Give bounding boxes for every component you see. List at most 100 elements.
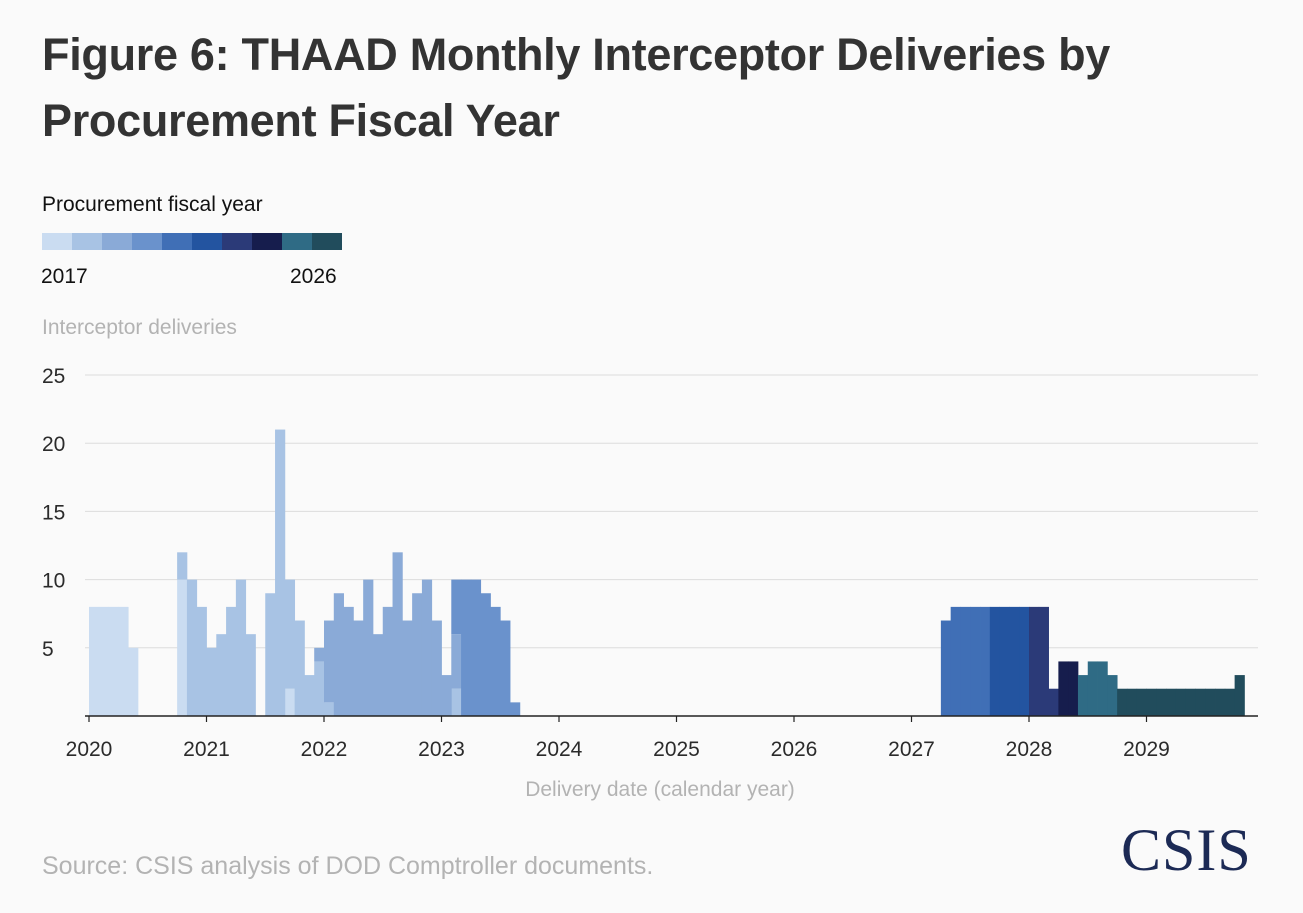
bar-fy2018 bbox=[275, 429, 286, 716]
x-tick-label: 2027 bbox=[888, 738, 935, 761]
bar-fy2019 bbox=[324, 620, 335, 703]
bar-fy2026 bbox=[1234, 675, 1245, 716]
bar-fy2021 bbox=[960, 606, 971, 716]
x-axis-label: Delivery date (calendar year) bbox=[525, 778, 795, 801]
legend-swatch-1 bbox=[42, 233, 72, 250]
x-tick-label: 2024 bbox=[536, 738, 583, 761]
bar-fy2026 bbox=[1146, 688, 1157, 716]
y-tick-label: 20 bbox=[42, 433, 65, 456]
x-tick-label: 2025 bbox=[653, 738, 700, 761]
bar-fy2017 bbox=[284, 688, 296, 716]
bar-fy2019 bbox=[363, 579, 374, 716]
bar-fy2021 bbox=[980, 606, 991, 716]
bar-fy2018 bbox=[216, 634, 227, 716]
bar-fy2024 bbox=[1068, 661, 1079, 716]
bar-fy2020 bbox=[480, 593, 491, 716]
bar-fy2026 bbox=[1205, 688, 1216, 716]
bar-fy2026 bbox=[1224, 688, 1236, 716]
legend-max-label: 2026 bbox=[290, 265, 337, 288]
bar-fy2019 bbox=[412, 593, 423, 716]
legend-swatch-5 bbox=[162, 233, 192, 250]
bar-fy2018 bbox=[324, 702, 335, 716]
bar-fy2026 bbox=[1215, 688, 1226, 716]
bar-fy2019 bbox=[421, 579, 433, 716]
bar-fy2018 bbox=[206, 647, 217, 716]
y-tick-label: 10 bbox=[42, 570, 65, 593]
bar-fy2026 bbox=[1166, 688, 1177, 716]
bar-fy2020 bbox=[490, 606, 501, 716]
bar-fy2025 bbox=[1097, 661, 1108, 716]
bar-fy2021 bbox=[950, 606, 961, 716]
legend-swatch-4 bbox=[132, 233, 162, 250]
bar-fy2019 bbox=[343, 606, 354, 716]
x-tick-label: 2022 bbox=[301, 738, 348, 761]
bar-fy2023 bbox=[1029, 606, 1040, 716]
bar-fy2023 bbox=[1048, 688, 1059, 716]
bar-fy2019 bbox=[382, 606, 393, 716]
legend-swatch-6 bbox=[192, 233, 222, 250]
chart-title: Figure 6: THAAD Monthly Interceptor Deli… bbox=[42, 29, 1110, 146]
bar-fy2018 bbox=[294, 620, 305, 716]
bar-fy2020 bbox=[461, 579, 472, 716]
bar-fy2019 bbox=[372, 634, 384, 716]
bar-fy2019 bbox=[392, 552, 403, 716]
bar-fy2020 bbox=[470, 579, 482, 716]
bar-fy2024 bbox=[1058, 661, 1069, 716]
bar-fy2019 bbox=[314, 647, 325, 662]
x-tick-label: 2021 bbox=[183, 738, 230, 761]
bar-fy2025 bbox=[1077, 675, 1089, 716]
bar-fy2020 bbox=[510, 702, 521, 716]
legend-min-label: 2017 bbox=[41, 265, 88, 288]
bar-fy2017 bbox=[89, 606, 100, 716]
x-tick-label: 2029 bbox=[1123, 738, 1170, 761]
legend-swatch-9 bbox=[282, 233, 312, 250]
x-tick-label: 2023 bbox=[418, 738, 465, 761]
bar-fy2020 bbox=[451, 579, 462, 635]
csis-logo: CSIS bbox=[1121, 817, 1252, 883]
bar-fy2018 bbox=[186, 579, 198, 716]
bar-fy2018 bbox=[265, 593, 276, 716]
legend-swatch-7 bbox=[222, 233, 252, 250]
bar-fy2018 bbox=[314, 661, 325, 716]
bar-fy2018 bbox=[177, 552, 188, 580]
bar-fy2026 bbox=[1126, 688, 1138, 716]
bar-fy2018 bbox=[226, 606, 237, 716]
bar-fy2018 bbox=[304, 675, 315, 716]
x-tick-label: 2028 bbox=[1006, 738, 1053, 761]
bar-fy2017 bbox=[177, 579, 188, 716]
bar-fy2021 bbox=[940, 620, 952, 716]
bar-fy2022 bbox=[1019, 606, 1030, 716]
bar-fy2022 bbox=[1009, 606, 1020, 716]
bar-fy2019 bbox=[441, 675, 452, 716]
bar-fy2019 bbox=[451, 634, 462, 689]
bar-fy2018 bbox=[284, 579, 296, 689]
bar-fy2025 bbox=[1087, 661, 1098, 716]
bar-fy2026 bbox=[1185, 688, 1196, 716]
bar-fy2017 bbox=[108, 606, 119, 716]
y-tick-label: 15 bbox=[42, 501, 65, 524]
bar-fy2026 bbox=[1175, 688, 1187, 716]
bar-fy2022 bbox=[999, 606, 1010, 716]
bar-fy2019 bbox=[353, 620, 364, 716]
bar-fy2017 bbox=[98, 606, 109, 716]
bar-fy2023 bbox=[1038, 606, 1049, 716]
bar-fy2018 bbox=[196, 606, 207, 716]
bar-fy2019 bbox=[431, 620, 442, 716]
legend-title: Procurement fiscal year bbox=[42, 193, 263, 216]
x-tick-label: 2020 bbox=[66, 738, 113, 761]
bar-fy2026 bbox=[1117, 688, 1128, 716]
legend-swatch-8 bbox=[252, 233, 282, 250]
bar-fy2019 bbox=[402, 620, 413, 716]
bar-fy2026 bbox=[1136, 688, 1147, 716]
y-tick-label: 25 bbox=[42, 365, 65, 388]
bar-fy2021 bbox=[970, 606, 981, 716]
bar-fy2018 bbox=[245, 634, 256, 716]
legend-swatch-3 bbox=[102, 233, 132, 250]
legend-color-scale bbox=[42, 233, 342, 250]
legend-swatch-10 bbox=[312, 233, 342, 250]
bar-fy2020 bbox=[500, 620, 511, 716]
bar-fy2018 bbox=[235, 579, 247, 716]
y-tick-label: 5 bbox=[42, 638, 54, 661]
bar-fy2018 bbox=[451, 688, 462, 716]
